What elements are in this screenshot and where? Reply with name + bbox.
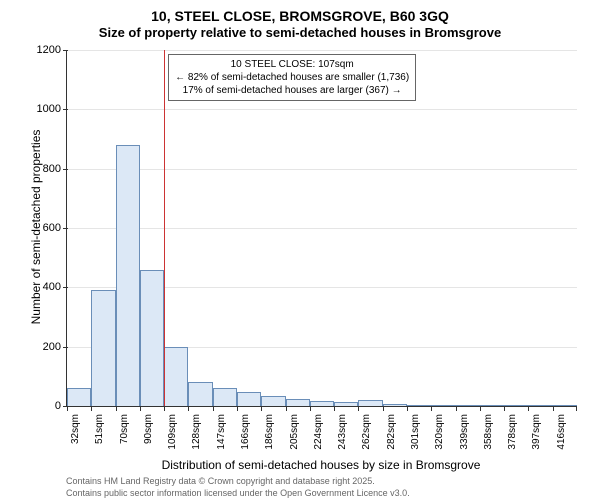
annotation-box: 10 STEEL CLOSE: 107sqm ← 82% of semi-det… [168, 54, 416, 101]
histogram-bar [504, 405, 528, 406]
histogram-bar [407, 405, 431, 406]
histogram-bar [383, 404, 407, 406]
histogram-bar [91, 290, 115, 406]
histogram-chart: Number of semi-detached properties 10 ST… [66, 50, 576, 406]
histogram-bar [237, 392, 261, 406]
y-tick-label: 200 [43, 341, 67, 353]
x-tick-label: 378sqm [507, 414, 518, 450]
x-tick-mark [576, 406, 577, 411]
x-tick-mark [286, 406, 287, 411]
x-tick-label: 147sqm [216, 414, 227, 450]
histogram-bar [140, 270, 164, 406]
x-tick-label: 339sqm [459, 414, 470, 450]
histogram-bar [213, 388, 237, 406]
x-tick-mark [140, 406, 141, 411]
histogram-bar [116, 145, 140, 406]
x-tick-mark [188, 406, 189, 411]
x-tick-mark [116, 406, 117, 411]
x-tick-label: 109sqm [167, 414, 178, 450]
y-tick-label: 600 [43, 222, 67, 234]
histogram-bar [528, 405, 552, 406]
x-tick-mark [553, 406, 554, 411]
histogram-bar [431, 405, 455, 406]
x-tick-mark [431, 406, 432, 411]
x-tick-mark [213, 406, 214, 411]
histogram-bar [188, 382, 212, 406]
histogram-bar [456, 405, 480, 406]
x-tick-mark [528, 406, 529, 411]
x-tick-mark [334, 406, 335, 411]
x-tick-label: 282sqm [386, 414, 397, 450]
histogram-bar [480, 405, 504, 406]
x-tick-label: 320sqm [434, 414, 445, 450]
histogram-bar [261, 396, 285, 406]
x-tick-label: 301sqm [410, 414, 421, 450]
x-tick-mark [261, 406, 262, 411]
y-tick-label: 1200 [37, 44, 67, 56]
x-tick-label: 358sqm [483, 414, 494, 450]
x-tick-label: 128sqm [191, 414, 202, 450]
x-tick-mark [310, 406, 311, 411]
x-tick-mark [504, 406, 505, 411]
x-tick-mark [456, 406, 457, 411]
annotation-line1: 10 STEEL CLOSE: 107sqm [175, 58, 409, 71]
x-tick-label: 32sqm [70, 414, 81, 444]
chart-subtitle: Size of property relative to semi-detach… [0, 25, 600, 41]
histogram-bar [334, 402, 358, 406]
x-tick-label: 243sqm [337, 414, 348, 450]
histogram-bar [67, 388, 91, 406]
attribution-line1: Contains HM Land Registry data © Crown c… [66, 476, 410, 488]
x-tick-label: 166sqm [240, 414, 251, 450]
x-tick-mark [407, 406, 408, 411]
x-tick-label: 224sqm [313, 414, 324, 450]
x-tick-label: 70sqm [119, 414, 130, 444]
chart-title: 10, STEEL CLOSE, BROMSGROVE, B60 3GQ [0, 0, 600, 25]
histogram-bar [358, 400, 382, 406]
x-tick-label: 397sqm [531, 414, 542, 450]
y-tick-label: 800 [43, 163, 67, 175]
x-axis-label: Distribution of semi-detached houses by … [66, 458, 576, 472]
plot-area: 10 STEEL CLOSE: 107sqm ← 82% of semi-det… [66, 50, 577, 407]
x-tick-mark [164, 406, 165, 411]
x-tick-mark [67, 406, 68, 411]
x-tick-mark [91, 406, 92, 411]
x-tick-mark [358, 406, 359, 411]
attribution-line2: Contains public sector information licen… [66, 488, 410, 500]
y-tick-label: 0 [55, 400, 67, 412]
histogram-bar [286, 399, 310, 406]
y-tick-label: 400 [43, 281, 67, 293]
x-tick-label: 262sqm [361, 414, 372, 450]
histogram-bar [310, 401, 334, 406]
attribution-text: Contains HM Land Registry data © Crown c… [66, 476, 410, 499]
x-tick-mark [237, 406, 238, 411]
histogram-bar [164, 347, 188, 406]
reference-line [164, 50, 165, 406]
y-tick-label: 1000 [37, 103, 67, 115]
bars-container [67, 50, 577, 406]
annotation-line2: ← 82% of semi-detached houses are smalle… [175, 71, 409, 84]
x-tick-label: 186sqm [264, 414, 275, 450]
x-tick-label: 416sqm [556, 414, 567, 450]
x-tick-label: 51sqm [94, 414, 105, 444]
x-tick-label: 90sqm [143, 414, 154, 444]
x-tick-label: 205sqm [289, 414, 300, 450]
histogram-bar [553, 405, 577, 406]
x-tick-mark [383, 406, 384, 411]
x-tick-mark [480, 406, 481, 411]
annotation-line3: 17% of semi-detached houses are larger (… [175, 84, 409, 97]
